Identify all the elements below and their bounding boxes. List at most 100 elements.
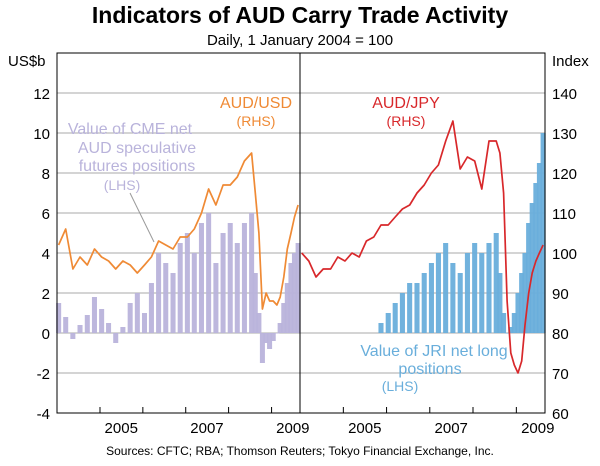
bar-mark <box>120 327 126 333</box>
bar-mark <box>414 283 420 333</box>
right-tick-label: 120 <box>552 166 577 183</box>
bar-mark <box>486 243 492 333</box>
bar-mark <box>156 253 162 333</box>
plot-border <box>56 52 546 414</box>
right-tick-label: 110 <box>552 206 576 223</box>
bar-mark <box>479 253 485 333</box>
left-tick-label: 6 <box>42 206 50 223</box>
left-tick-label: 2 <box>42 286 50 303</box>
jri-lhs-label: (LHS) <box>382 378 419 394</box>
chart-subtitle: Daily, 1 January 2004 = 100 <box>206 32 394 49</box>
bar-mark <box>252 273 258 333</box>
bar-mark <box>170 273 176 333</box>
bar-mark <box>443 243 449 333</box>
jri-label-line2: positions <box>398 361 461 378</box>
right-axis-unit: Index <box>552 53 589 70</box>
bar-mark <box>407 283 413 333</box>
tick-labels: -4 -2 0 2 4 6 8 10 12 60 70 80 90 100 110 120 130 140 2005… <box>33 86 577 437</box>
bar-mark <box>497 273 503 333</box>
bar-mark <box>378 323 384 333</box>
bar-mark <box>234 243 240 333</box>
bar-mark <box>536 163 542 333</box>
x-tick-label: 2009 <box>521 420 554 437</box>
left-tick-label: -4 <box>37 406 50 423</box>
bar-mark <box>295 243 301 333</box>
x-tick-label: 2009 <box>276 420 309 437</box>
bar-mark <box>163 263 169 333</box>
bar-mark <box>277 323 283 333</box>
bar-mark <box>493 233 499 333</box>
bar-mark <box>529 203 535 333</box>
bar-mark <box>501 313 507 333</box>
left-axis-unit: US$b <box>8 53 46 70</box>
x-tick-label: 2005 <box>105 420 138 437</box>
x-tick-label: 2005 <box>348 420 381 437</box>
aud-usd-label: AUD/USD <box>220 95 292 112</box>
bar-mark <box>450 263 456 333</box>
bar-mark <box>220 233 226 333</box>
aud-jpy-rhs-label: (RHS) <box>387 113 426 129</box>
bar-mark <box>113 333 119 343</box>
bar-mark <box>227 223 233 333</box>
bar-mark <box>392 303 398 333</box>
bar-mark <box>267 333 273 349</box>
left-tick-label: 10 <box>33 126 50 143</box>
aud-jpy-label: AUD/JPY <box>372 95 440 112</box>
right-tick-label: 80 <box>552 326 569 343</box>
bar-mark <box>399 293 405 333</box>
bar-mark <box>63 317 69 333</box>
bar-mark <box>184 233 190 333</box>
bar-mark <box>540 133 546 333</box>
bar-mark <box>291 253 297 333</box>
right-tick-label: 100 <box>552 246 577 263</box>
bar-series <box>56 133 546 363</box>
jri-label-line1: Value of JRI net long <box>360 343 507 360</box>
right-tick-label: 140 <box>552 86 577 103</box>
left-tick-label: 12 <box>33 86 50 103</box>
cme-label-line1: Value of CME net <box>68 121 193 138</box>
bar-mark <box>148 283 154 333</box>
bar-mark <box>191 253 197 333</box>
bar-mark <box>259 333 265 363</box>
bar-mark <box>511 313 517 333</box>
bar-mark <box>91 297 97 333</box>
aud-usd-rhs-label: (RHS) <box>237 113 276 129</box>
bar-mark <box>288 263 294 333</box>
bar-mark <box>106 323 112 333</box>
cme-label-line2: AUD speculative <box>78 140 196 157</box>
bar-mark <box>522 253 528 333</box>
bar-mark <box>127 303 133 333</box>
bar-mark <box>213 263 219 333</box>
bar-mark <box>198 223 204 333</box>
bar-mark <box>515 293 521 333</box>
bar-mark <box>281 303 287 333</box>
cme-label-leader <box>129 192 155 243</box>
bar-mark <box>241 223 247 333</box>
bar-mark <box>519 273 525 333</box>
bar-mark <box>428 263 434 333</box>
x-tick-label: 2007 <box>435 420 468 437</box>
bar-mark <box>141 313 148 333</box>
bar-mark <box>134 293 140 333</box>
bar-mark <box>177 243 183 333</box>
source-note: Sources: CFTC; RBA; Thomson Reuters; Tok… <box>106 444 494 458</box>
bar-mark <box>284 283 290 333</box>
bar-mark <box>249 213 255 333</box>
right-tick-label: 130 <box>552 126 577 143</box>
right-tick-label: 60 <box>552 406 569 423</box>
x-tick-label: 2007 <box>190 420 223 437</box>
cme-lhs-label: (LHS) <box>104 177 141 193</box>
left-tick-label: -2 <box>37 366 50 383</box>
left-tick-label: 4 <box>42 246 50 263</box>
right-tick-label: 90 <box>552 286 569 303</box>
bar-mark <box>385 313 391 333</box>
bar-mark <box>274 333 280 334</box>
line-series <box>57 120 544 374</box>
bar-mark <box>421 273 427 333</box>
bar-mark <box>472 243 478 333</box>
bar-mark <box>84 315 90 333</box>
cme-label-line3: futures positions <box>79 158 196 175</box>
bar-mark <box>270 333 276 341</box>
right-tick-label: 70 <box>552 366 569 383</box>
